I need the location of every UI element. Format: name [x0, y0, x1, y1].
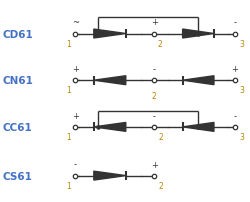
Text: +: + [150, 18, 157, 27]
Text: 3: 3 [238, 39, 243, 48]
Polygon shape [182, 76, 213, 85]
Text: 2: 2 [157, 39, 162, 48]
Text: CN61: CN61 [2, 76, 33, 86]
Polygon shape [94, 76, 125, 85]
Text: +: + [72, 111, 78, 120]
Text: -: - [74, 160, 76, 169]
Text: -: - [152, 111, 155, 120]
Text: 1: 1 [66, 132, 70, 141]
Text: +: + [230, 65, 237, 74]
Text: 1: 1 [66, 181, 70, 190]
Polygon shape [182, 123, 213, 132]
Text: ~: ~ [72, 18, 78, 27]
Text: 1: 1 [66, 86, 70, 95]
Text: +: + [150, 160, 157, 169]
Polygon shape [94, 30, 125, 39]
Polygon shape [94, 171, 125, 180]
Text: CS61: CS61 [2, 171, 32, 181]
Polygon shape [182, 30, 213, 39]
Polygon shape [94, 123, 125, 132]
Text: -: - [232, 111, 235, 120]
Text: -: - [232, 18, 235, 27]
Text: 3: 3 [238, 86, 243, 95]
Text: 1: 1 [66, 39, 70, 48]
Text: 2: 2 [158, 132, 163, 141]
Text: -: - [152, 65, 155, 74]
Text: 3: 3 [238, 132, 243, 141]
Text: 2: 2 [152, 92, 156, 101]
Text: +: + [72, 65, 78, 74]
Text: CD61: CD61 [2, 29, 33, 39]
Text: 2: 2 [158, 181, 163, 190]
Text: CC61: CC61 [2, 122, 32, 132]
